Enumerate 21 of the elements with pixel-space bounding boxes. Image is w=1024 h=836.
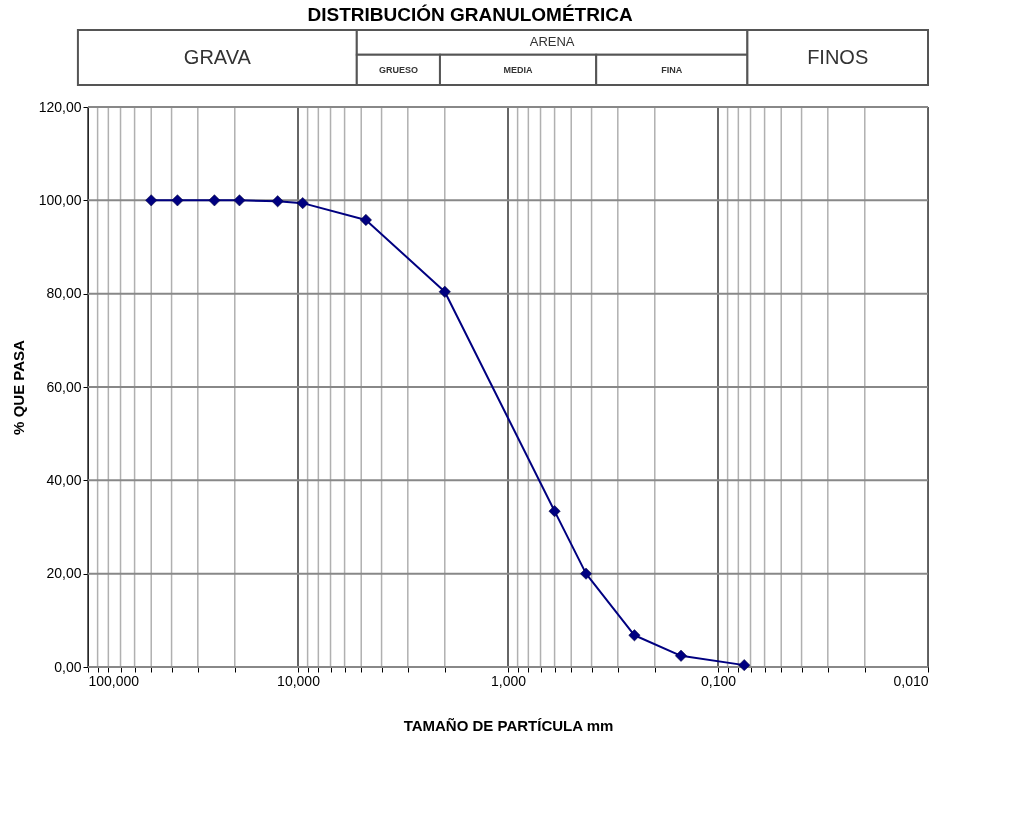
x-tick-label: 1,000 xyxy=(490,672,527,689)
y-tick-label: 120,00 xyxy=(38,98,82,115)
text: ARENA xyxy=(529,34,575,50)
x-tick-label: 0,100 xyxy=(700,672,737,689)
y-tick-label: 60,00 xyxy=(46,378,82,395)
x-tick-label: 10,000 xyxy=(277,672,321,689)
x-tick-label: 100,000 xyxy=(88,672,140,689)
y-axis-title: % QUE PASA xyxy=(9,339,27,435)
y-tick-label: 40,00 xyxy=(46,471,82,488)
text: MEDIA xyxy=(503,64,534,75)
y-tick-label: 20,00 xyxy=(46,565,82,582)
text: FINOS xyxy=(807,45,869,68)
x-axis-title: TAMAÑO DE PARTÍCULA mm xyxy=(403,716,614,734)
text: GRAVA xyxy=(183,45,252,68)
chart-title: DISTRIBUCIÓN GRANULOMÉTRICA xyxy=(307,3,633,25)
y-tick-label: 80,00 xyxy=(46,285,82,302)
y-tick-label: 100,00 xyxy=(38,191,82,208)
y-tick-label: 0,00 xyxy=(54,658,82,675)
text: FINA xyxy=(661,64,683,75)
x-tick-label: 0,010 xyxy=(893,672,929,689)
text: GRUESO xyxy=(378,64,418,75)
